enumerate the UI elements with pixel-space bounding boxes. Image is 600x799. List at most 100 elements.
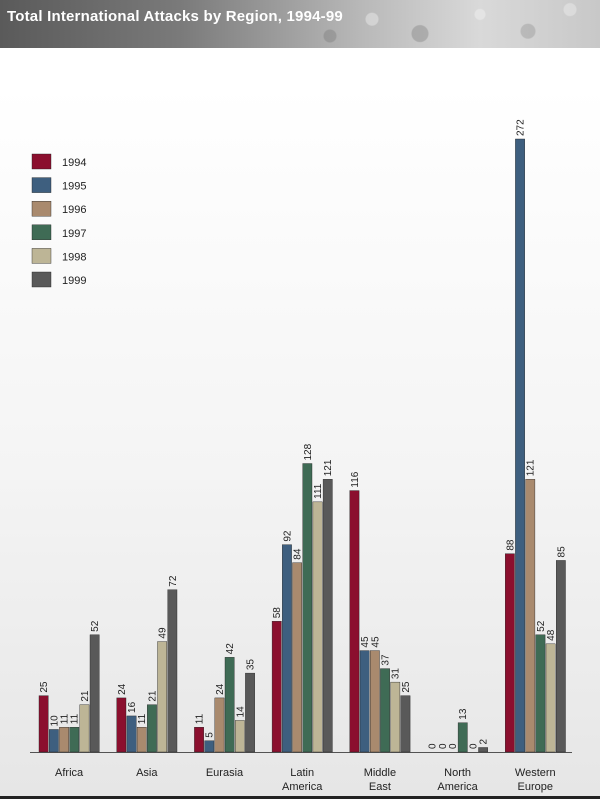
bar-0-1998 [79,704,90,753]
bar-4-1998 [390,681,401,753]
value-label: 16 [127,701,138,713]
legend-label: 1997 [62,228,86,240]
value-label: 14 [235,706,246,718]
value-label: 25 [401,681,412,693]
legend-label: 1999 [62,275,86,287]
value-label: 11 [60,713,71,724]
bar-1-1997 [147,704,157,753]
category-label: America [437,781,478,793]
legend-label: 1996 [62,204,86,216]
bar-4-1997 [380,668,390,753]
bar-3-1999 [322,479,333,753]
bar-6-1995 [515,138,525,753]
value-label: 88 [505,539,516,551]
bar-1-1999 [167,589,178,753]
value-label: 31 [391,668,402,680]
category-label: Western [515,767,556,779]
value-label: 35 [246,659,257,671]
category-label: Africa [55,767,84,779]
bar-4-1996 [370,650,380,753]
bar-0-1999 [89,634,100,753]
bar-5-1999 [478,747,489,753]
bar-4-1994 [349,490,360,753]
value-label: 52 [536,620,547,632]
value-label: 45 [370,636,381,648]
legend-label: 1998 [62,251,86,263]
bar-5-1997 [457,722,468,753]
value-label: 0 [468,743,479,749]
value-label: 58 [272,607,283,619]
value-label: 85 [556,546,567,558]
bar-1-1994 [116,697,127,753]
value-label: 116 [350,471,361,487]
bar-3-1994 [271,621,282,753]
bar-3-1997 [302,463,313,753]
title-banner: Total International Attacks by Region, 1… [0,0,600,48]
value-label: 24 [117,683,128,695]
legend: 1994 1995 1996 1997 1998 1999 [31,153,86,288]
bar-6-1999 [556,560,566,753]
value-label: 72 [168,575,179,587]
legend-swatch-1994 [31,153,52,170]
value-label: 272 [516,119,527,136]
value-label: 21 [147,690,158,702]
category-label: Asia [136,767,158,779]
value-label: 11 [195,713,206,724]
bar-2-1997 [224,657,235,753]
bar-0-1995 [49,729,59,753]
value-label: 10 [49,715,60,727]
value-label: 84 [293,548,304,560]
bar-1-1995 [126,715,137,753]
bar-6-1996 [525,479,536,753]
bar-2-1994 [194,727,204,753]
bars-layer [38,138,566,753]
value-label: 52 [90,620,101,632]
bottom-rule [0,796,600,799]
banner-texture [0,0,600,48]
bar-3-1998 [312,501,323,753]
bar-2-1995 [204,740,215,753]
value-label: 21 [80,690,91,702]
value-label: 92 [282,530,293,542]
bar-1-1998 [157,641,168,753]
category-label: America [282,781,323,793]
value-label: 24 [215,683,226,695]
legend-label: 1995 [62,181,86,193]
value-label: 37 [381,654,392,666]
value-label: 48 [546,629,557,641]
value-label: 49 [158,627,169,639]
bar-6-1998 [545,643,556,753]
bar-0-1994 [38,695,49,753]
bar-3-1995 [282,544,292,753]
bar-6-1997 [535,634,546,753]
legend-swatch-1998 [31,248,52,264]
value-label: 111 [313,483,324,499]
chart-title: Total International Attacks by Region, 1… [7,8,343,25]
legend-label: 1994 [62,157,86,169]
bar-4-1995 [359,650,370,753]
value-label: 0 [428,743,439,749]
bar-2-1998 [234,720,245,753]
bar-3-1996 [292,562,303,753]
value-label: 121 [323,459,334,476]
value-label: 121 [526,459,537,476]
value-label: 0 [448,743,459,749]
x-axis: Africa Asia Eurasia Latin America Middle East N… [30,752,572,793]
legend-swatch-1999 [31,271,52,288]
category-label: Middle [364,767,396,779]
value-label: 5 [205,732,216,738]
value-label: 13 [458,708,469,720]
bar-6-1994 [505,553,515,753]
value-label: 2 [479,738,490,744]
category-label: Eurasia [206,767,244,779]
bar-1-1996 [136,727,147,753]
value-label: 45 [360,636,371,648]
bar-2-1999 [245,672,255,753]
legend-swatch-1997 [31,224,52,241]
value-label: 128 [303,443,314,460]
value-label: 25 [39,681,50,693]
bar-2-1996 [214,697,225,753]
category-label: Europe [518,781,553,793]
